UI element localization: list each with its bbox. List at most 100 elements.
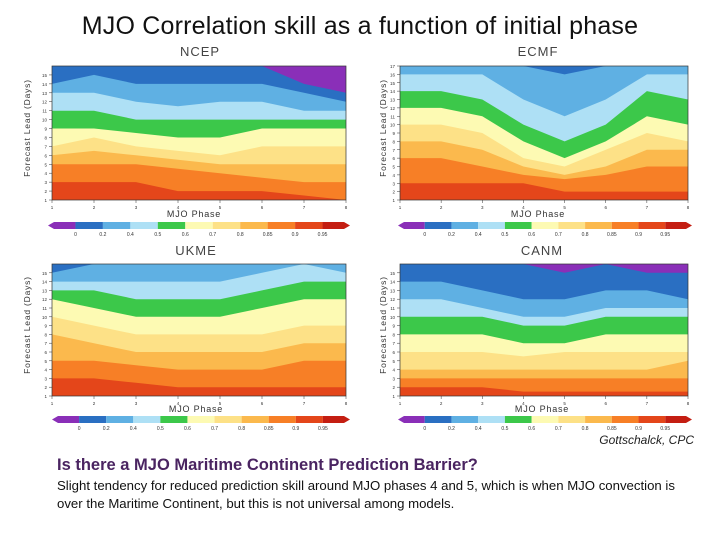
- y-tick-label: 11: [390, 306, 395, 311]
- y-tick-label: 1: [44, 394, 47, 399]
- colorbar-segment: [451, 416, 479, 423]
- colorbar-label: 0.5: [501, 232, 508, 238]
- x-tick-label: 7: [646, 205, 649, 210]
- colorbar-label: 0: [78, 426, 81, 432]
- colorbar-segment: [157, 222, 186, 229]
- x-tick-label: 6: [604, 401, 607, 406]
- y-tick-label: 15: [390, 271, 396, 276]
- y-tick-label: 14: [390, 89, 396, 94]
- y-axis-label: Forecast Lead (Days): [22, 79, 32, 177]
- contour-band-0-95: [400, 183, 688, 200]
- y-tick-label: 6: [392, 350, 395, 355]
- y-tick-label: 8: [44, 135, 47, 140]
- colorbar-label: 0.5: [501, 426, 508, 432]
- y-tick-label: 12: [390, 106, 396, 111]
- colorbar-label: 0.4: [475, 232, 482, 238]
- y-tick-label: 12: [42, 297, 48, 302]
- colorbar-segment: [48, 222, 76, 229]
- colorbar-segment: [322, 416, 350, 423]
- colorbar-canm: 0 0.2 0.4 0.5 0.6 0.7 0.8 0.85 0.9 0.95: [398, 416, 692, 432]
- colorbar-label: 0.5: [154, 232, 161, 238]
- y-tick-label: 4: [392, 368, 395, 373]
- colorbar-label: 0.8: [238, 426, 245, 432]
- colorbar-label: 0.2: [448, 232, 455, 238]
- colorbar-ecmf: 0 0.2 0.4 0.5 0.6 0.7 0.8 0.85 0.9 0.95: [398, 222, 692, 238]
- credit-text: Gottschalck, CPC: [599, 433, 694, 447]
- x-tick-label: 3: [135, 205, 138, 210]
- y-tick-label: 10: [390, 123, 396, 128]
- colorbar-segment: [52, 416, 80, 423]
- x-tick-label: 4: [522, 205, 525, 210]
- colorbar-segment: [424, 222, 452, 229]
- colorbar-segment: [212, 222, 241, 229]
- colorbar-label: 0.7: [211, 426, 218, 432]
- x-tick-label: 1: [399, 401, 402, 406]
- y-tick-label: 14: [42, 82, 48, 87]
- y-tick-label: 11: [42, 306, 47, 311]
- y-tick-label: 3: [392, 376, 395, 381]
- colorbar-segment: [478, 416, 505, 423]
- y-tick-label: 5: [392, 359, 395, 364]
- colorbar-segment: [240, 222, 268, 229]
- colorbar-segment: [638, 416, 666, 423]
- x-tick-label: 8: [345, 401, 348, 406]
- y-tick-label: 6: [44, 153, 47, 158]
- x-tick-label: 6: [604, 205, 607, 210]
- y-tick-label: 9: [392, 131, 395, 136]
- y-tick-label: 1: [44, 198, 47, 203]
- colorbar-segment: [638, 222, 666, 229]
- x-tick-label: 2: [440, 401, 443, 406]
- colorbar-label: 0.85: [607, 232, 617, 238]
- y-tick-label: 10: [42, 315, 48, 320]
- colorbar-segment: [398, 416, 425, 423]
- x-tick-label: 2: [440, 205, 443, 210]
- y-tick-label: 8: [392, 332, 395, 337]
- panel-title: CANM: [521, 243, 563, 258]
- colorbar-label: 0.95: [318, 426, 328, 432]
- colorbar-label: 0.9: [292, 232, 299, 238]
- x-tick-label: 7: [303, 205, 306, 210]
- y-tick-label: 11: [390, 114, 395, 119]
- y-tick-label: 7: [392, 341, 395, 346]
- x-tick-label: 7: [303, 401, 306, 406]
- y-tick-label: 13: [42, 288, 48, 293]
- colorbar-label: 0.6: [528, 232, 535, 238]
- colorbar-label: 0.9: [635, 426, 642, 432]
- colorbar-label: 0.5: [157, 426, 164, 432]
- colorbar-segment: [102, 222, 131, 229]
- colorbar-label: 0.8: [582, 232, 589, 238]
- y-tick-label: 1: [392, 394, 395, 399]
- colorbar-label: 0: [74, 232, 77, 238]
- colorbar-label: 0.6: [528, 426, 535, 432]
- y-tick-label: 17: [390, 64, 396, 69]
- x-tick-label: 2: [93, 205, 96, 210]
- colorbar-label: 0.2: [99, 232, 106, 238]
- x-tick-label: 8: [345, 205, 348, 210]
- colorbar-label: 0.2: [448, 426, 455, 432]
- question-heading: Is there a MJO Maritime Continent Predic…: [57, 456, 478, 474]
- colorbar-label: 0.95: [660, 232, 670, 238]
- colorbar-segment: [295, 416, 323, 423]
- y-tick-label: 10: [42, 118, 48, 123]
- plot-frame: [399, 263, 689, 397]
- colorbar-segment: [611, 222, 639, 229]
- y-tick-label: 3: [44, 376, 47, 381]
- y-tick-label: 2: [44, 385, 47, 390]
- contour-field-ncep: [52, 66, 346, 200]
- x-tick-label: 3: [481, 205, 484, 210]
- y-tick-label: 15: [42, 271, 48, 276]
- y-axis-label: Forecast Lead (Days): [378, 276, 388, 374]
- colorbar-segment: [585, 416, 612, 423]
- colorbar-segment: [531, 416, 559, 423]
- colorbar-label: 0.8: [237, 232, 244, 238]
- colorbar-label: 0.95: [660, 426, 670, 432]
- colorbar-label: 0.4: [127, 232, 134, 238]
- panel-title: UKME: [175, 243, 217, 258]
- y-tick-label: 1: [392, 198, 395, 203]
- x-axis-label: MJO Phase: [169, 404, 223, 414]
- y-tick-label: 13: [390, 288, 396, 293]
- colorbar-segment: [79, 416, 107, 423]
- slide-title: MJO Correlation skill as a function of i…: [81, 12, 639, 40]
- y-tick-label: 12: [42, 100, 48, 105]
